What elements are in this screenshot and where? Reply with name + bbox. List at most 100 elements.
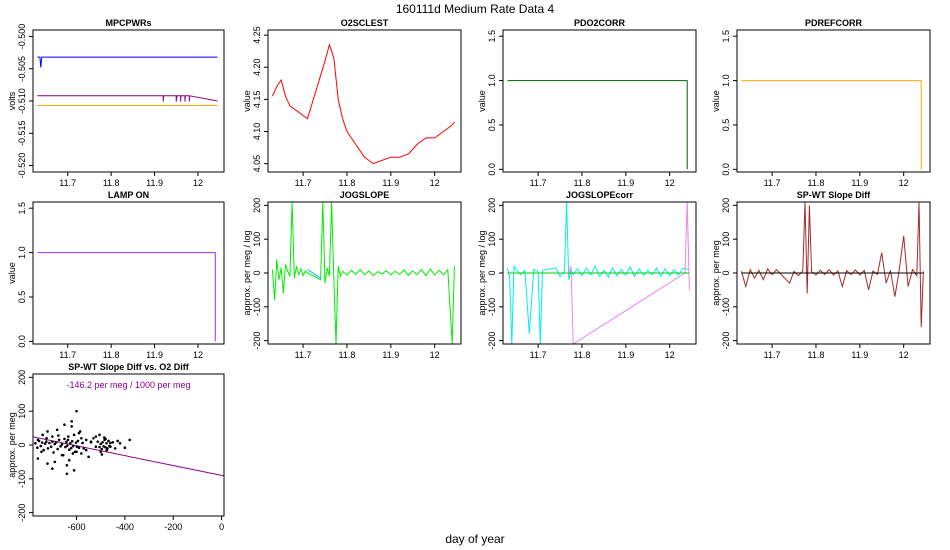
y-tick-label: -100 [721, 298, 731, 316]
data-point [70, 439, 74, 443]
x-tick-label: 11.9 [851, 178, 868, 188]
data-point [56, 447, 59, 451]
data-point [89, 440, 93, 443]
panel-2: O2SCLEST 11.7 11.8 11.9 12 4.05 4.10 4.15 4.20 4.… [242, 18, 462, 188]
data-point [84, 448, 88, 452]
data-point [67, 458, 71, 462]
data-point [36, 457, 40, 460]
data-point [76, 439, 80, 443]
data-point [87, 455, 90, 459]
x-tick-label: 12 [899, 178, 909, 188]
data-point [66, 444, 69, 447]
data-point [53, 442, 57, 446]
plot-frame [32, 29, 225, 173]
data-point [116, 439, 119, 443]
plot-frame [502, 29, 697, 173]
series-line-1 [271, 202, 455, 344]
plot-frame [736, 29, 931, 173]
panel-3: PDO2CORR 11.7 11.8 11.9 12 0.0 0.5 1.0 1.5 value [477, 18, 697, 188]
plot-area [271, 43, 455, 165]
x-tick-label: 12 [665, 350, 675, 360]
y-tick-label: 0.0 [17, 335, 27, 348]
data-point [51, 435, 54, 438]
x-tick-label: 11.9 [146, 178, 163, 188]
x-tick-label: 11.7 [764, 178, 781, 188]
data-point [60, 453, 64, 457]
y-tick-label: 0 [487, 270, 497, 275]
data-point [92, 436, 95, 440]
panel-title: LAMP ON [108, 190, 149, 200]
x-tick-label: 12 [430, 350, 440, 360]
plot-area [37, 56, 218, 106]
x-tick-label: 11.8 [103, 350, 120, 360]
data-point [107, 439, 110, 443]
data-point [44, 440, 48, 443]
y-tick-label: 0 [252, 270, 262, 275]
x-tick-label: 11.7 [530, 350, 547, 360]
x-tick-label: 11.9 [851, 350, 868, 360]
x-tick-label: 12 [193, 178, 203, 188]
panel-title: PDO2CORR [574, 18, 626, 28]
data-point [81, 441, 84, 445]
y-tick-label: -0.510 [17, 88, 27, 114]
data-point [100, 447, 103, 451]
data-point [105, 448, 109, 452]
data-point [48, 441, 51, 445]
x-tick-label: 11.8 [339, 350, 356, 360]
panel-title: SP-WT Slope Diff vs. O2 Diff [68, 362, 190, 372]
data-point [65, 440, 68, 444]
y-tick-label: 200 [721, 198, 731, 213]
data-point [82, 447, 86, 450]
series-line-1 [741, 80, 922, 170]
data-point [104, 446, 107, 449]
series-line-2 [307, 269, 321, 279]
data-point [71, 444, 75, 448]
x-tick-label: -400 [116, 522, 134, 532]
plot-area [33, 409, 224, 477]
data-point [123, 446, 127, 450]
data-point [94, 435, 98, 438]
panel-title: JOGSLOPEcorr [566, 190, 634, 200]
x-tick-label: 11.9 [146, 350, 163, 360]
x-tick-label: 12 [193, 350, 203, 360]
series-line-1 [271, 43, 455, 165]
x-tick-label: 11.7 [295, 350, 312, 360]
panel-6: JOGSLOPE 11.7 11.8 11.9 12 -200 -100 0 100 200 app… [242, 190, 462, 360]
panel-title: JOGSLOPE [340, 190, 390, 200]
data-point [111, 440, 115, 444]
data-point [109, 441, 112, 445]
data-point [53, 460, 57, 464]
plot-frame [267, 201, 462, 345]
data-point [59, 445, 62, 448]
data-point [51, 440, 54, 443]
panel-title: SP-WT Slope Diff [797, 190, 871, 200]
panel-9: -146.2 per meg / 1000 per meg SP-WT Slope… [7, 362, 225, 532]
y-tick-label: -0.500 [17, 24, 27, 50]
x-tick-label: 11.8 [808, 178, 825, 188]
data-point [34, 442, 37, 445]
x-tick-label: 11.7 [530, 178, 547, 188]
y-tick-label: 0.5 [487, 119, 497, 132]
data-point [74, 441, 78, 444]
data-point [67, 448, 71, 452]
data-point [99, 450, 102, 454]
series-line-1 [506, 202, 690, 344]
data-point [128, 438, 132, 442]
data-point [105, 442, 108, 445]
x-tick-label: -200 [164, 522, 182, 532]
fit-line [33, 436, 224, 477]
data-point [63, 437, 66, 441]
y-axis-label: value [7, 262, 17, 284]
y-tick-label: 4.05 [252, 155, 262, 173]
plot-area [507, 80, 688, 170]
panel-7: JOGSLOPEcorr 11.7 11.8 11.9 12 -200 -100 0 100 20… [477, 190, 697, 360]
series-line-1 [507, 80, 688, 170]
data-point [68, 442, 72, 445]
data-point [54, 440, 58, 444]
data-point [99, 442, 102, 446]
data-point [39, 444, 43, 448]
y-tick-label: 4.15 [252, 91, 262, 109]
data-point [71, 452, 75, 455]
x-tick-label: 11.8 [574, 178, 591, 188]
y-tick-label: 4.20 [252, 59, 262, 77]
